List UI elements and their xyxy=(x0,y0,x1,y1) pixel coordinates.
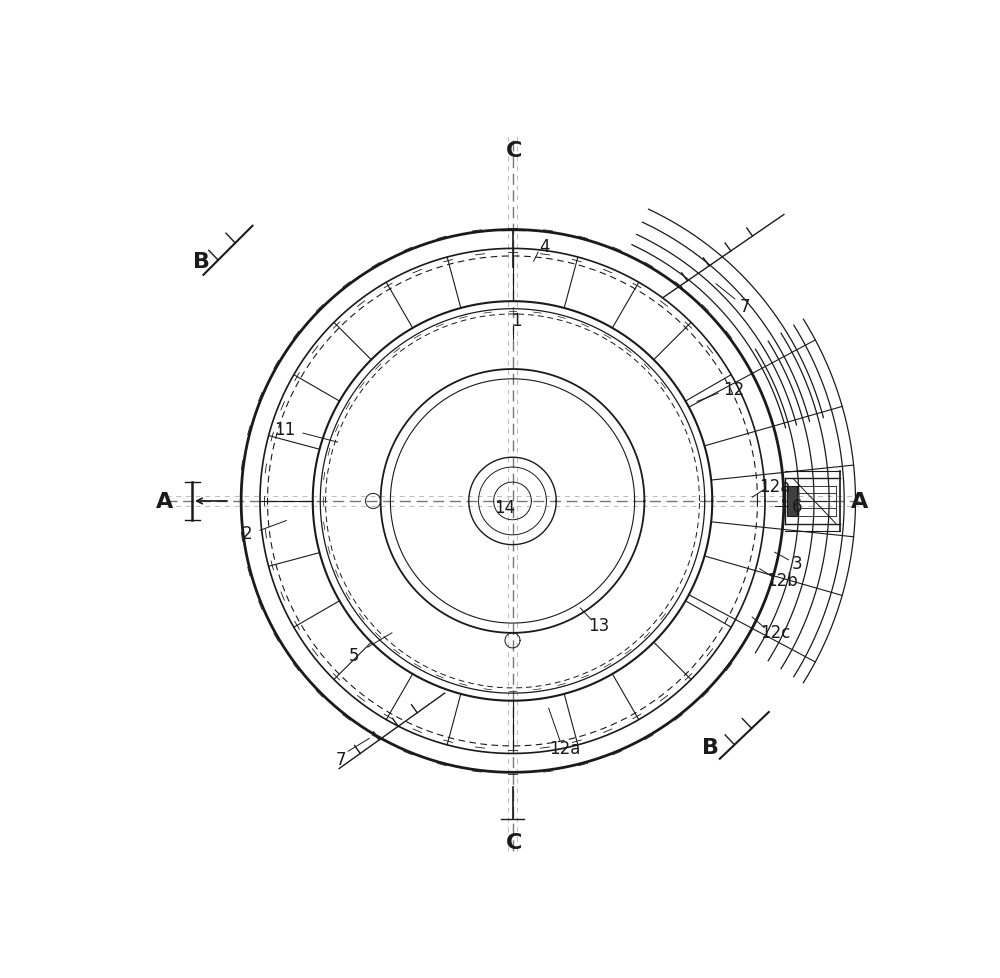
Text: 12b: 12b xyxy=(766,571,798,590)
Text: 11: 11 xyxy=(274,421,295,439)
Text: 13: 13 xyxy=(588,617,609,635)
Text: 12a: 12a xyxy=(759,477,791,495)
Text: 1: 1 xyxy=(511,312,522,330)
Text: 7: 7 xyxy=(739,298,750,316)
Text: 12: 12 xyxy=(723,381,744,399)
Text: 3: 3 xyxy=(792,555,803,572)
Text: B: B xyxy=(702,737,719,758)
Text: 6: 6 xyxy=(792,498,803,515)
Text: 5: 5 xyxy=(349,646,359,665)
Text: A: A xyxy=(156,491,173,511)
Text: A: A xyxy=(851,491,868,511)
Bar xyxy=(787,486,797,516)
Text: C: C xyxy=(506,141,522,160)
Text: B: B xyxy=(193,252,210,272)
Text: 14: 14 xyxy=(494,499,516,516)
Text: 12a: 12a xyxy=(550,739,581,757)
Text: 2: 2 xyxy=(242,525,252,543)
Text: C: C xyxy=(506,832,522,852)
Text: 4: 4 xyxy=(540,238,550,256)
Text: 12c: 12c xyxy=(760,623,790,642)
Text: 7: 7 xyxy=(335,750,346,768)
